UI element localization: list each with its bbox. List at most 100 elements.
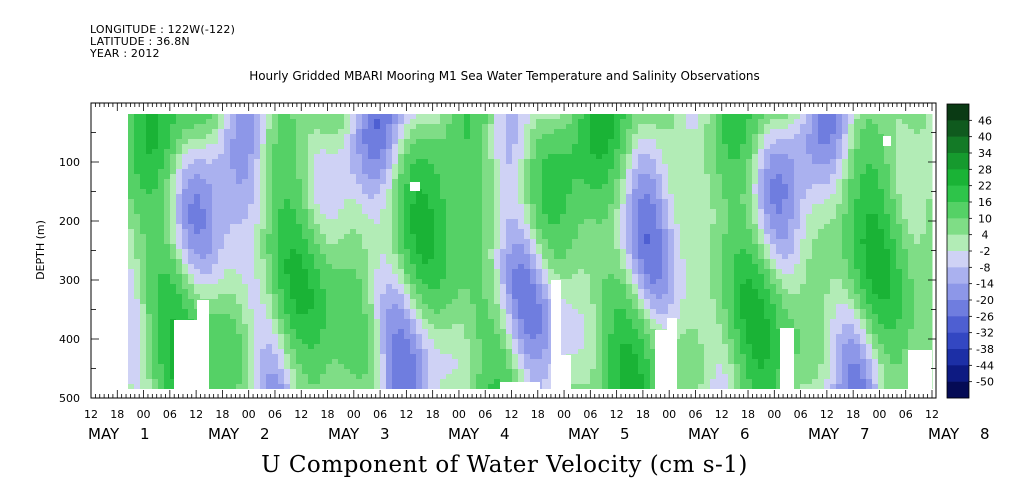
heatmap-cell: [386, 129, 393, 135]
heatmap-cell: [446, 249, 453, 255]
heatmap-cell: [272, 239, 279, 245]
heatmap-cell: [290, 259, 297, 265]
heatmap-cell: [476, 124, 483, 130]
heatmap-cell: [518, 234, 525, 240]
heatmap-cell: [584, 369, 591, 375]
heatmap-cell: [548, 124, 555, 130]
heatmap-cell: [446, 214, 453, 220]
heatmap-cell: [470, 314, 477, 320]
heatmap-cell: [542, 124, 549, 130]
heatmap-cell: [206, 209, 213, 215]
heatmap-cell: [242, 334, 249, 340]
heatmap-cell: [506, 144, 513, 150]
heatmap-cell: [428, 169, 435, 175]
heatmap-cell: [134, 329, 141, 335]
heatmap-cell: [512, 274, 519, 280]
heatmap-cell: [362, 139, 369, 145]
heatmap-cell: [158, 274, 165, 280]
heatmap-cell: [608, 139, 615, 145]
heatmap-cell: [578, 229, 585, 235]
heatmap-cell: [530, 224, 537, 230]
heatmap-cell: [344, 244, 351, 250]
heatmap-cell: [170, 204, 177, 210]
heatmap-cell: [608, 224, 615, 230]
heatmap-cell: [644, 364, 651, 370]
heatmap-cell: [506, 329, 513, 335]
heatmap-cell: [284, 149, 291, 155]
heatmap-cell: [242, 129, 249, 135]
heatmap-cell: [290, 229, 297, 235]
heatmap-cell: [644, 379, 651, 385]
heatmap-cell: [416, 334, 423, 340]
heatmap-cell: [290, 309, 297, 315]
heatmap-cell: [458, 254, 465, 260]
heatmap-cell: [404, 374, 411, 380]
heatmap-cell: [596, 324, 603, 330]
heatmap-cell: [506, 219, 513, 225]
heatmap-cell: [620, 224, 627, 230]
heatmap-cell: [332, 274, 339, 280]
heatmap-cell: [212, 334, 219, 340]
heatmap-cell: [578, 239, 585, 245]
heatmap-cell: [266, 214, 273, 220]
heatmap-cell: [266, 329, 273, 335]
heatmap-cell: [482, 219, 489, 225]
heatmap-cell: [284, 309, 291, 315]
heatmap-cell: [302, 239, 309, 245]
heatmap-cell: [170, 339, 177, 345]
heatmap-cell: [554, 114, 561, 120]
heatmap-cell: [620, 369, 627, 375]
heatmap-cell: [572, 169, 579, 175]
heatmap-cell: [278, 279, 285, 285]
heatmap-cell: [614, 319, 621, 325]
heatmap-cell: [434, 234, 441, 240]
heatmap-cell: [176, 264, 183, 270]
heatmap-cell: [620, 309, 627, 315]
heatmap-cell: [452, 244, 459, 250]
heatmap-cell: [410, 219, 417, 225]
heatmap-cell: [512, 124, 519, 130]
heatmap-cell: [164, 334, 171, 340]
heatmap-cell: [374, 174, 381, 180]
heatmap-cell: [578, 384, 585, 390]
heatmap-cell: [416, 199, 423, 205]
heatmap-cell: [518, 214, 525, 220]
heatmap-cell: [422, 304, 429, 310]
heatmap-cell: [194, 144, 201, 150]
heatmap-cell: [398, 359, 405, 365]
heatmap-cell: [530, 309, 537, 315]
heatmap-cell: [278, 204, 285, 210]
heatmap-cell: [602, 339, 609, 345]
heatmap-cell: [392, 354, 399, 360]
heatmap-cell: [404, 344, 411, 350]
heatmap-cell: [584, 279, 591, 285]
heatmap-cell: [320, 314, 327, 320]
heatmap-cell: [350, 369, 357, 375]
heatmap-cell: [428, 349, 435, 355]
heatmap-cell: [488, 329, 495, 335]
heatmap-cell: [380, 149, 387, 155]
heatmap-cell: [548, 269, 555, 275]
heatmap-cell: [548, 219, 555, 225]
heatmap-cell: [296, 229, 303, 235]
heatmap-cell: [632, 354, 639, 360]
heatmap-cell: [584, 159, 591, 165]
heatmap-cell: [530, 339, 537, 345]
heatmap-cell: [560, 169, 567, 175]
heatmap-cell: [656, 309, 663, 315]
heatmap-cell: [602, 174, 609, 180]
heatmap-cell: [476, 174, 483, 180]
heatmap-cell: [668, 244, 675, 250]
heatmap-cell: [380, 384, 387, 390]
heatmap-cell: [356, 274, 363, 280]
heatmap-cell: [158, 169, 165, 175]
heatmap-cell: [638, 289, 645, 295]
heatmap-cell: [242, 189, 249, 195]
heatmap-cell: [146, 259, 153, 265]
heatmap-cell: [332, 369, 339, 375]
heatmap-cell: [506, 114, 513, 120]
heatmap-cell: [506, 259, 513, 265]
heatmap-cell: [452, 184, 459, 190]
heatmap-cell: [524, 124, 531, 130]
heatmap-cell: [338, 304, 345, 310]
